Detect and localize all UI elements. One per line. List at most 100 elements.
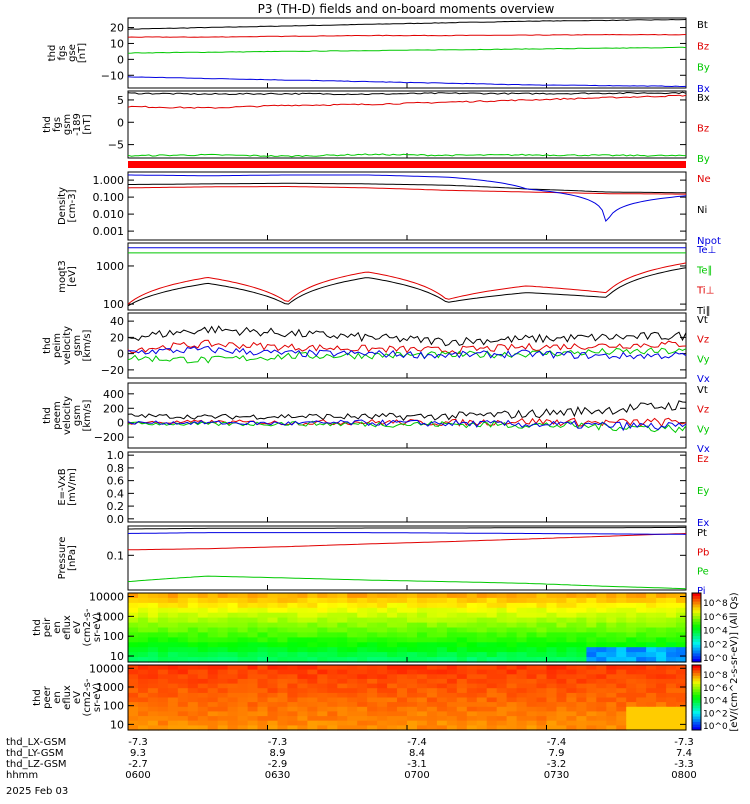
heatmap-cell [267,657,279,663]
y-tick-label: 0.2 [107,500,125,513]
heatmap-cell [476,720,488,726]
heatmap-cell [187,692,199,699]
heatmap-cell [526,652,538,658]
legend-Vt: Vt [697,315,708,326]
heatmap-cell [516,711,528,717]
heatmap-cell [436,642,448,648]
heatmap-cell [367,725,378,731]
heatmap-cell [377,697,388,703]
footer-value: -3.3 [674,759,694,770]
heatmap-cell [407,674,418,680]
heatmap-cell [177,706,189,712]
heatmap-cell [257,602,269,609]
heatmap-cell [616,652,627,658]
heatmap-cell [606,711,617,717]
footer-value: 0700 [404,770,429,781]
heatmap-cell [327,683,338,689]
colorbar-tick-label: 10^0 [703,722,728,732]
heatmap-cell [297,688,308,694]
heatmap-cell [317,642,328,648]
heatmap-cell [128,602,139,609]
heatmap-cell [536,678,548,685]
colorbar-segment [692,684,701,688]
heatmap-cell [536,612,548,619]
heatmap-cell [446,692,458,699]
heatmap-cell [426,678,438,685]
heatmap-cell [197,683,209,689]
heatmap-cell [207,674,219,680]
heatmap-cell [397,627,408,633]
heatmap-cell [138,597,149,604]
heatmap-cell [367,683,378,689]
heatmap-cell [347,678,358,685]
heatmap-cell [327,647,338,653]
heatmap-cell [576,647,587,653]
heatmap-cell [197,597,209,604]
heatmap-cell [417,612,428,619]
heatmap-cell [277,622,289,629]
heatmap-cell [446,597,458,604]
heatmap-cell [466,622,478,629]
heatmap-cell [177,617,189,624]
heatmap-cell [327,674,338,680]
heatmap-cell [297,674,308,680]
heatmap-cell [576,720,587,726]
heatmap-cell [387,607,398,614]
heatmap-cell [407,597,418,604]
heatmap-cell [546,632,558,638]
heatmap-cell [526,657,538,663]
heatmap-cell [317,593,328,599]
heatmap-cell [337,657,348,663]
heatmap-cell [426,692,438,699]
heatmap-cell [656,678,667,685]
heatmap-cell [217,678,229,685]
heatmap-cell [327,617,338,624]
heatmap-cell [496,716,508,722]
heatmap-cell [546,652,558,658]
heatmap-cell [138,683,149,689]
heatmap-cell [357,720,368,726]
heatmap-cell [606,716,617,722]
heatmap-cell [466,702,478,708]
heatmap-cell [347,632,358,638]
heatmap-cell [576,688,587,694]
heatmap-cell [197,725,209,731]
heatmap-cell [237,711,249,717]
heatmap-cell [566,637,577,643]
heatmap-cell [247,678,259,685]
heatmap-cell [676,622,687,629]
heatmap-cell [417,720,428,726]
heatmap-cell [267,692,279,699]
heatmap-cell [207,711,219,717]
heatmap-cell [556,688,568,694]
heatmap-cell [287,652,298,658]
heatmap-cell [297,602,308,609]
heatmap-cell [506,602,518,609]
heatmap-cell [347,657,358,663]
y-axis-label: peim [52,333,63,358]
heatmap-cell [407,602,418,609]
heatmap-cell [586,720,597,726]
heatmap-cell [257,692,269,699]
heatmap-cell [496,678,508,685]
heatmap-cell [317,627,328,633]
heatmap-cell [397,612,408,619]
heatmap-cell [546,720,558,726]
heatmap-cell [327,692,338,699]
heatmap-cell [247,632,259,638]
heatmap-cell [287,642,298,648]
heatmap-cell [277,652,289,658]
heatmap-cell [167,637,179,643]
heatmap-cell [646,678,657,685]
heatmap-cell [536,688,548,694]
heatmap-cell [436,617,448,624]
heatmap-cell [138,602,149,609]
heatmap-cell [417,622,428,629]
heatmap-cell [516,688,528,694]
heatmap-cell [596,720,607,726]
heatmap-cell [227,647,239,653]
y-axis-label: [km/s] [82,329,93,361]
heatmap-cell [666,642,677,648]
heatmap-cell [377,627,388,633]
